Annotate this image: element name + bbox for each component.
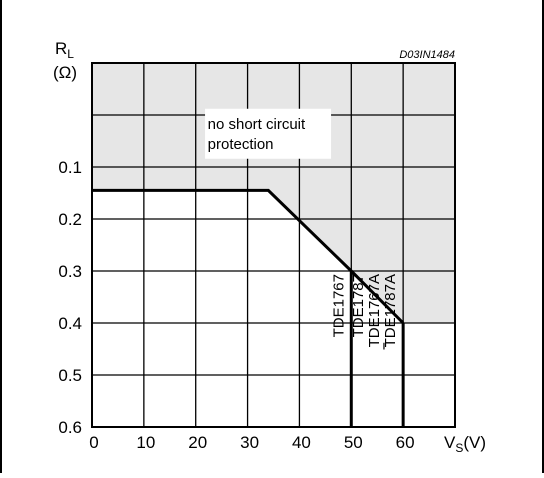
y-tick-label: 0.1	[58, 158, 82, 177]
device-label: TDE1787	[350, 274, 367, 337]
no-protection-region	[92, 63, 455, 323]
x-tick-label: 10	[136, 433, 155, 452]
device-label: TDE1767A	[366, 274, 383, 347]
region-label-text: protection	[208, 136, 274, 153]
y-tick-label: 0.6	[58, 418, 82, 437]
x-tick-label: 20	[188, 433, 207, 452]
y-tick-label: 0.4	[58, 314, 82, 333]
x-tick-label: 40	[292, 433, 311, 452]
device-label: TDE1787A	[382, 274, 399, 347]
x-tick-label: 60	[396, 433, 415, 452]
plot-border	[91, 62, 456, 428]
figure-code: D03IN1484	[399, 49, 455, 61]
region-label-box	[205, 108, 332, 159]
y-tick-label: 0.3	[58, 262, 82, 281]
y-tick-label: 0.5	[58, 366, 82, 385]
x-tick-label: 50	[344, 433, 363, 452]
region-label-text: no short circuit	[208, 116, 306, 133]
x-tick-label: 30	[240, 433, 259, 452]
x-axis-label: VS(V)	[444, 433, 486, 455]
protection-boundary-line	[92, 188, 405, 325]
y-tick-label: 0.2	[58, 210, 82, 229]
x-tick-label: 0	[89, 433, 98, 452]
y-axis-unit: (Ω)	[53, 63, 77, 82]
device-label: TDE1767	[330, 274, 347, 337]
y-axis-label: RL	[55, 39, 74, 61]
